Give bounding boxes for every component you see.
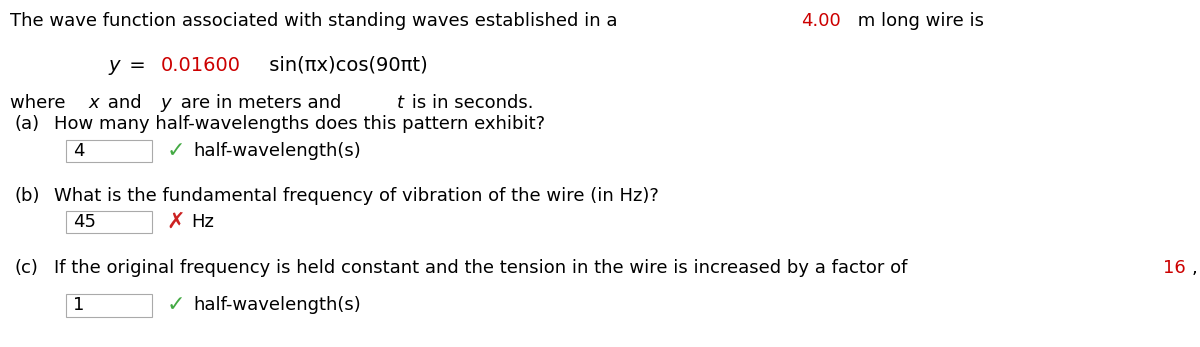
FancyBboxPatch shape [66, 211, 152, 234]
Text: ✗: ✗ [167, 212, 186, 232]
Text: , how many half-wavelengths are present in the new pattern?: , how many half-wavelengths are present … [1192, 259, 1200, 277]
Text: half-wavelength(s): half-wavelength(s) [193, 142, 361, 160]
Text: 1: 1 [73, 296, 84, 314]
Text: x: x [89, 94, 100, 112]
Text: ✓: ✓ [167, 295, 186, 315]
Text: The wave function associated with standing waves established in a: The wave function associated with standi… [10, 12, 623, 30]
Text: 45: 45 [73, 213, 96, 231]
Text: 4: 4 [73, 142, 85, 160]
Text: and: and [102, 94, 148, 112]
Text: y: y [161, 94, 172, 112]
Text: How many half-wavelengths does this pattern exhibit?: How many half-wavelengths does this patt… [54, 115, 545, 133]
Text: 0.01600: 0.01600 [161, 56, 240, 75]
Text: are in meters and: are in meters and [175, 94, 347, 112]
Text: If the original frequency is held constant and the tension in the wire is increa: If the original frequency is held consta… [54, 259, 913, 277]
Text: is in seconds.: is in seconds. [406, 94, 533, 112]
Text: half-wavelength(s): half-wavelength(s) [193, 296, 361, 314]
Text: (b): (b) [14, 187, 40, 205]
Text: =: = [122, 56, 152, 75]
FancyBboxPatch shape [66, 294, 152, 316]
Text: (a): (a) [14, 115, 40, 133]
Text: where: where [10, 94, 71, 112]
Text: t: t [397, 94, 403, 112]
Text: sin(πx)cos(90πt): sin(πx)cos(90πt) [264, 56, 428, 75]
Text: Hz: Hz [191, 213, 214, 231]
FancyBboxPatch shape [66, 140, 152, 162]
Text: m long wire is: m long wire is [852, 12, 984, 30]
Text: ✓: ✓ [167, 141, 186, 161]
Text: 16: 16 [1163, 259, 1186, 277]
Text: (c): (c) [14, 259, 38, 277]
Text: y: y [108, 56, 120, 75]
Text: What is the fundamental frequency of vibration of the wire (in Hz)?: What is the fundamental frequency of vib… [54, 187, 659, 205]
Text: 4.00: 4.00 [800, 12, 841, 30]
